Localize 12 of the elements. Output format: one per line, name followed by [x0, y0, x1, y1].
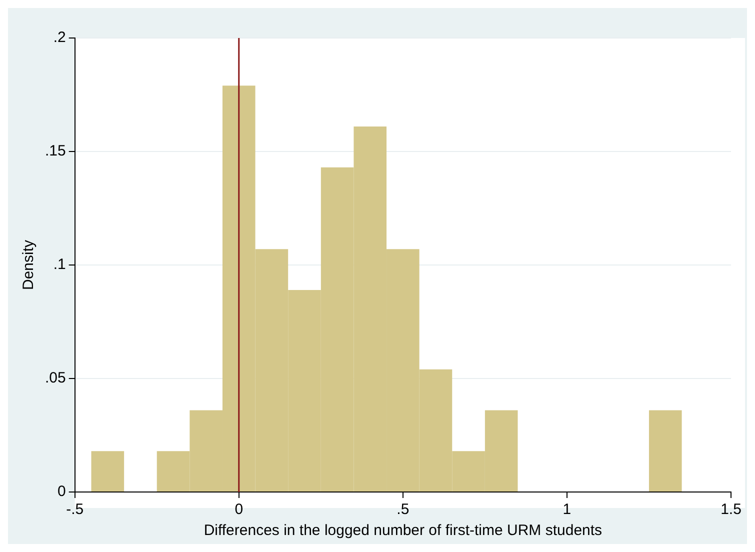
y-axis-title: Density: [20, 240, 38, 290]
x-axis-title: Differences in the logged number of first-time URM students: [204, 522, 602, 540]
y-tick-label: .05: [44, 370, 66, 387]
y-tick-label: .1: [53, 256, 66, 274]
x-tick-label: -.5: [66, 501, 84, 518]
x-tick-label: 1.5: [720, 501, 742, 518]
y-tick-label: .15: [44, 142, 66, 160]
x-tick-label: .5: [396, 501, 410, 518]
x-tick-label: 0: [234, 501, 244, 518]
x-tick-label: 1: [562, 501, 572, 518]
y-tick-label: .2: [53, 29, 66, 46]
y-tick-label: 0: [58, 483, 66, 500]
